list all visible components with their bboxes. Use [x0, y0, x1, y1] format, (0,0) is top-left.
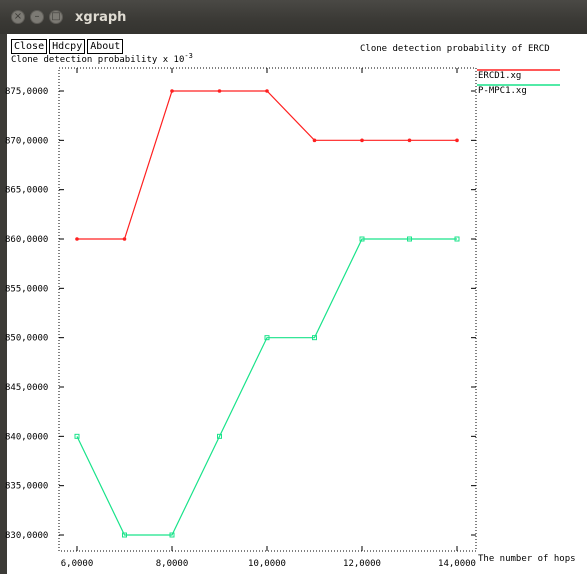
hdcpy-button[interactable]: Hdcpy [49, 39, 86, 54]
data-point [122, 532, 127, 538]
series-layer [74, 89, 460, 538]
data-point [359, 236, 365, 242]
y-tick-label: 845,0000 [5, 383, 48, 393]
series-1 [75, 89, 459, 241]
chart-title: Clone detection probability of ERCD [360, 44, 550, 54]
legend-label: ERCD1.xg [478, 71, 521, 81]
data-point [264, 335, 270, 341]
y-axis-label: Clone detection probability x 10-3 [11, 52, 193, 65]
data-point [170, 89, 174, 93]
y-axis-ticks: 830,0000 835,0000 840,0000 845,0000 850,0000… [5, 87, 476, 541]
y-tick-label: 860,0000 [5, 235, 48, 245]
x-tick-label: 10,0000 [248, 559, 286, 569]
x-axis-label: The number of hops [478, 554, 576, 564]
data-point [407, 138, 412, 143]
legend: ERCD1.xg P-MPC1.xg [477, 69, 560, 96]
y-tick-label: 830,0000 [5, 531, 48, 541]
x-tick-label: 6,0000 [61, 559, 94, 569]
series-line [76, 238, 457, 536]
toolbar: Close Hdcpy About [11, 39, 125, 54]
window-minimize-icon[interactable]: – [30, 10, 44, 24]
legend-label: P-MPC1.xg [478, 86, 527, 96]
data-point [122, 237, 127, 241]
data-point [217, 89, 222, 93]
data-point [454, 236, 460, 242]
y-tick-label: 850,0000 [5, 334, 48, 344]
window-close-icon[interactable]: × [11, 10, 25, 24]
data-point [360, 138, 364, 143]
y-axis-label-text: Clone detection probability x 10 [11, 55, 184, 65]
y-tick-label: 855,0000 [5, 284, 48, 294]
data-point [312, 138, 317, 143]
y-tick-label: 875,0000 [5, 87, 48, 97]
data-point [74, 433, 80, 439]
data-point [265, 89, 269, 93]
x-tick-label: 14,0000 [438, 559, 476, 569]
x-axis-ticks: 6,0000 8,0000 10,0000 12,0000 14,0000 [61, 68, 476, 569]
window-title: xgraph [75, 9, 127, 25]
y-tick-label: 840,0000 [5, 432, 48, 442]
series-2 [74, 236, 460, 538]
x-tick-label: 12,0000 [343, 559, 381, 569]
y-axis-label-exponent: -3 [184, 52, 192, 60]
data-point [455, 138, 459, 143]
data-point [217, 433, 222, 439]
data-point [407, 236, 412, 242]
window-titlebar[interactable]: × – □ xgraph [0, 0, 587, 34]
close-button[interactable]: Close [11, 39, 48, 54]
series-line [77, 90, 457, 240]
data-point [312, 335, 317, 341]
window-maximize-icon[interactable]: □ [49, 10, 63, 24]
x-tick-label: 8,0000 [156, 559, 189, 569]
data-point [75, 237, 79, 241]
y-tick-label: 870,0000 [5, 136, 48, 146]
about-button[interactable]: About [87, 39, 124, 54]
window-left-border [0, 34, 7, 574]
data-point [169, 532, 175, 538]
y-tick-label: 835,0000 [5, 482, 48, 492]
y-tick-label: 865,0000 [5, 186, 48, 196]
